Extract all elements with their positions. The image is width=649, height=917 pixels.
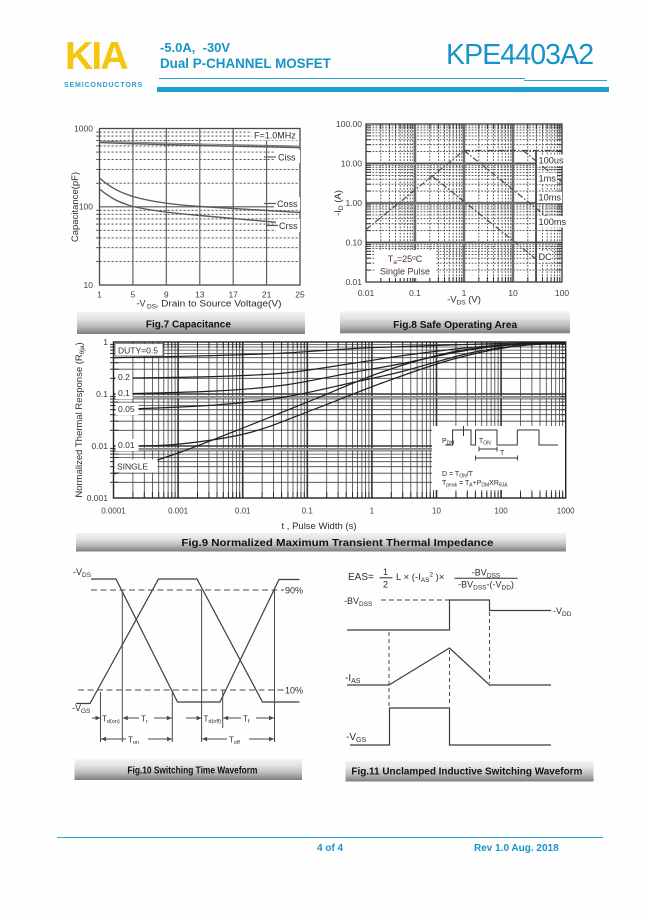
svg-text:10.00: 10.00 [341,159,363,169]
svg-text:Single Pulse: Single Pulse [380,267,430,277]
svg-text:90%: 90% [285,586,303,596]
svg-text:0.1: 0.1 [409,288,421,298]
svg-text:1.00: 1.00 [345,198,362,208]
svg-text:PDM: PDM [442,438,454,447]
svg-text:1ms: 1ms [539,174,557,184]
svg-text:EAS=: EAS= [348,572,374,583]
svg-text:Ton: Ton [128,736,139,747]
svg-text:0.1: 0.1 [96,389,108,399]
svg-text:T: T [500,450,505,457]
svg-text:-BVDSS: -BVDSS [472,568,501,580]
svg-text:TON: TON [479,438,491,447]
svg-text:0.05: 0.05 [118,404,135,414]
svg-text:9: 9 [164,290,169,300]
svg-text:1000: 1000 [74,124,93,134]
svg-text:Coss: Coss [277,199,298,209]
svg-text:100ms: 100ms [539,217,567,227]
svg-text:F=1.0MHz: F=1.0MHz [254,131,296,141]
svg-text:10%: 10% [285,686,303,696]
svg-text:Td(on): Td(on) [102,715,120,726]
svg-text:1: 1 [370,507,375,516]
svg-text:1000: 1000 [557,507,575,516]
svg-text:1: 1 [97,290,102,300]
svg-text:Toff: Toff [229,736,240,747]
svg-text:Crss: Crss [279,221,298,231]
svg-text:-VDS (V): -VDS (V) [447,295,481,307]
svg-text:100: 100 [555,288,569,298]
svg-text:10: 10 [84,280,94,290]
svg-text:10: 10 [508,288,518,298]
svg-text:, Drain to Source Voltage(V): , Drain to Source Voltage(V) [156,299,282,309]
svg-text:100us: 100us [539,156,564,166]
svg-text:-VGS: -VGS [72,703,91,715]
svg-text:Ciss: Ciss [278,153,296,163]
svg-text:Td(off): Td(off) [204,715,222,726]
svg-text:-IAS: -IAS [345,673,361,685]
svg-text:100: 100 [79,202,93,212]
svg-text:Tpeak = TA+PDMXRθJA: Tpeak = TA+PDMXRθJA [442,480,508,489]
svg-text:1: 1 [103,337,108,347]
svg-text:Fig.8 Safe Operating Area: Fig.8 Safe Operating Area [393,320,517,331]
svg-text:2: 2 [383,580,388,590]
svg-text:1: 1 [383,567,388,577]
svg-text:0.001: 0.001 [168,507,189,516]
svg-text:Normalized Thermal Response (R: Normalized Thermal Response (Rθja) [74,342,86,497]
svg-text:L × (-IAS2 )×: L × (-IAS2 )× [396,572,444,585]
svg-text:-ID (A): -ID (A) [333,190,345,216]
svg-text:10: 10 [432,507,441,516]
svg-text:17: 17 [228,290,238,300]
svg-text:Fig.9 Normalized Maximum Trans: Fig.9 Normalized Maximum Transient Therm… [181,537,493,549]
svg-text:DC: DC [539,252,553,262]
svg-text:10ms: 10ms [539,193,562,203]
svg-text:0.01: 0.01 [358,288,375,298]
svg-text:Fig.11 Unclamped Inductive Swi: Fig.11 Unclamped Inductive Switching Wav… [351,766,582,778]
svg-text:13: 13 [195,290,205,300]
svg-text:0.1: 0.1 [302,507,314,516]
svg-text:DUTY=0.5: DUTY=0.5 [118,346,158,356]
svg-text:25: 25 [295,290,305,300]
svg-text:21: 21 [262,290,272,300]
svg-text:1: 1 [462,288,467,298]
svg-text:0.1: 0.1 [118,388,130,398]
svg-text:100.00: 100.00 [336,119,362,129]
svg-text:DS: DS [147,304,157,311]
svg-text:Fig.10 Switching Time Waveform: Fig.10 Switching Time Waveform [127,766,257,777]
svg-text:-VGS: -VGS [346,732,366,744]
svg-text:Tf: Tf [243,715,250,726]
svg-text:D = TON/T: D = TON/T [442,471,474,480]
svg-text:0.10: 0.10 [345,238,362,248]
svg-text:SINGLE: SINGLE [117,462,149,472]
svg-text:5: 5 [131,290,136,300]
svg-text:Tr: Tr [141,715,148,726]
svg-text:Fig.7 Capacitance: Fig.7 Capacitance [146,320,231,331]
svg-text:0.01: 0.01 [118,440,135,450]
svg-text:-BVDSS: -BVDSS [344,596,373,608]
svg-text:0.01: 0.01 [91,441,108,451]
svg-text:0.001: 0.001 [87,493,109,503]
svg-text:100: 100 [494,507,508,516]
svg-text:0.2: 0.2 [118,372,130,382]
svg-text:-VDD: -VDD [553,606,572,618]
svg-text:t , Pulse Width (s): t , Pulse Width (s) [282,521,357,532]
svg-text:0.0001: 0.0001 [101,507,126,516]
svg-text:-VDS: -VDS [73,567,92,579]
svg-text:-V: -V [137,299,146,309]
svg-text:Capacitance(pF): Capacitance(pF) [70,172,81,242]
svg-text:0.01: 0.01 [345,277,362,287]
svg-text:0.01: 0.01 [235,507,251,516]
svg-text:-BVDSS-(-VDD): -BVDSS-(-VDD) [458,580,514,592]
